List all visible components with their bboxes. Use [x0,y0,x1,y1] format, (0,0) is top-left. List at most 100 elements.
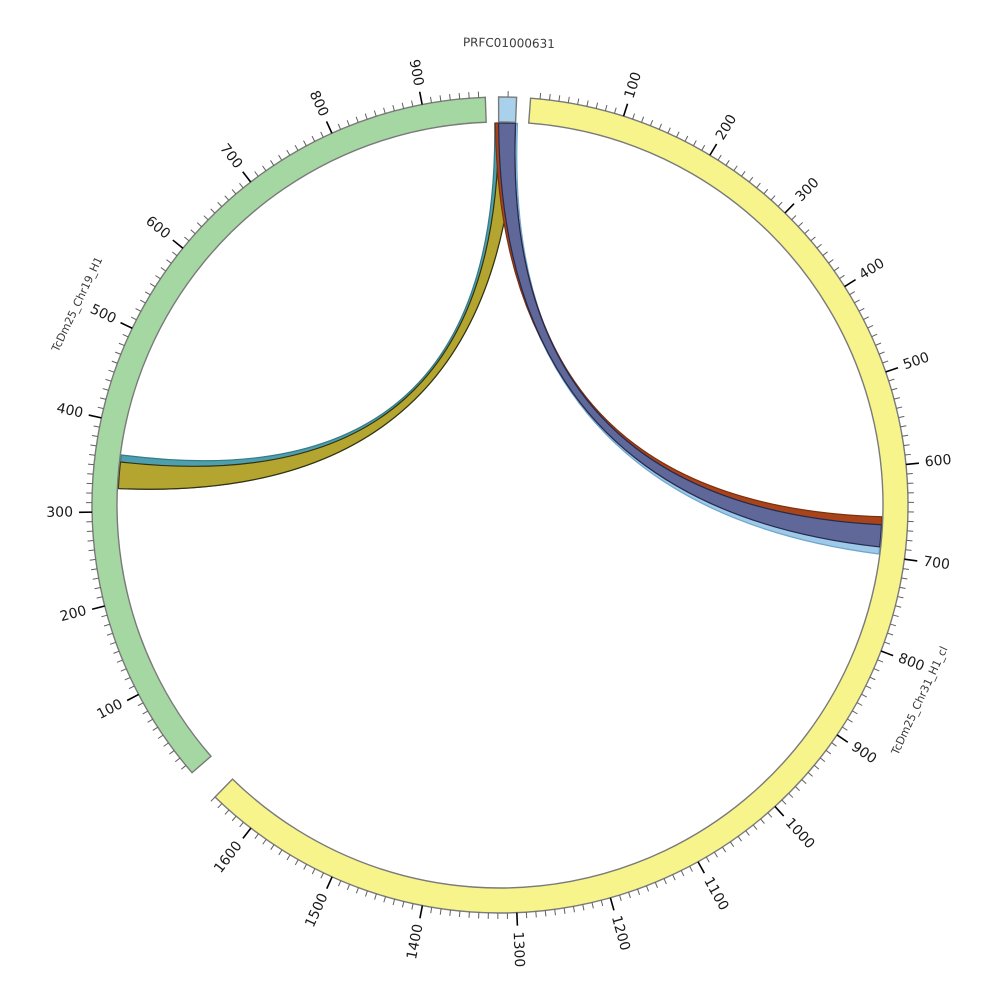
minor-tick-tcdm25-chr31-h1-cl [875,342,882,346]
minor-tick-tcdm25-chr31-h1-cl [887,632,894,636]
minor-tick-tcdm25-chr31-h1-cl [544,910,547,917]
minor-tick-tcdm25-chr19-h1 [87,540,94,542]
minor-tick-tcdm25-chr31-h1-cl [810,236,816,242]
minor-tick-tcdm25-chr31-h1-cl [725,160,730,166]
minor-tick-tcdm25-chr31-h1-cl [863,316,869,321]
minor-tick-tcdm25-chr31-h1-cl [828,259,834,264]
minor-tick-tcdm25-chr31-h1-cl [632,113,636,120]
minor-tick-tcdm25-chr19-h1 [144,291,151,296]
major-tick-tcdm25-chr31-h1-cl [242,827,252,839]
minor-tick-tcdm25-chr31-h1-cl [572,906,575,913]
major-tick-tcdm25-chr31-h1-cl [905,462,919,466]
minor-tick-tcdm25-chr19-h1 [270,160,275,166]
minor-tick-tcdm25-chr31-h1-cl [582,904,585,911]
major-tick-tcdm25-chr31-h1-cl [419,905,424,919]
minor-tick-tcdm25-chr31-h1-cl [217,803,223,809]
minor-tick-tcdm25-chr19-h1 [91,434,98,437]
minor-tick-tcdm25-chr19-h1 [111,360,118,364]
minor-tick-tcdm25-chr31-h1-cl [767,812,773,818]
minor-tick-tcdm25-chr31-h1-cl [902,568,910,571]
minor-tick-tcdm25-chr31-h1-cl [449,909,452,917]
minor-tick-tcdm25-chr31-h1-cl [905,549,912,551]
minor-tick-tcdm25-chr31-h1-cl [600,900,604,907]
minor-tick-tcdm25-chr19-h1 [99,397,107,400]
minor-tick-tcdm25-chr31-h1-cl [692,140,697,147]
minor-tick-tcdm25-chr31-h1-cl [645,885,650,892]
minor-tick-tcdm25-chr31-h1-cl [748,176,754,183]
minor-tick-tcdm25-chr19-h1 [113,650,120,654]
minor-tick-tcdm25-chr19-h1 [102,388,109,391]
major-tick-tcdm25-chr19-h1 [91,605,105,610]
minor-tick-tcdm25-chr31-h1-cl [878,351,885,355]
minor-tick-tcdm25-chr31-h1-cl [539,92,542,100]
tick-label-tcdm25-chr31-h1-cl-1600: 1600 [211,838,245,876]
minor-tick-tcdm25-chr19-h1 [140,299,146,304]
minor-tick-tcdm25-chr31-h1-cl [804,229,810,234]
ticks-layer: 100 200 300 400 500 600 700 800 900 1000 1100 1200 1… [46,58,952,968]
tick-label-tcdm25-chr19-h1-300: 300 [46,504,73,520]
major-tick-tcdm25-chr31-h1-cl [326,876,333,890]
minor-tick-tcdm25-chr31-h1-cl [904,453,911,456]
major-tick-tcdm25-chr31-h1-cl [609,897,615,911]
minor-tick-tcdm25-chr31-h1-cl [898,415,905,419]
minor-tick-tcdm25-chr31-h1-cl [763,188,769,195]
link-prfc-to-chr19 [117,122,517,490]
minor-tick-tcdm25-chr19-h1 [373,110,377,117]
minor-tick-tcdm25-chr31-h1-cl [854,299,860,304]
minor-tick-tcdm25-chr19-h1 [458,92,461,100]
tick-label-tcdm25-chr19-h1-700: 700 [216,141,245,172]
minor-tick-tcdm25-chr31-h1-cl [254,833,259,839]
minor-tick-tcdm25-chr19-h1 [180,765,187,770]
minor-tick-tcdm25-chr31-h1-cl [847,718,853,723]
minor-tick-tcdm25-chr31-h1-cl [896,406,903,409]
tick-label-tcdm25-chr31-h1-cl-200: 200 [713,112,740,143]
minor-tick-tcdm25-chr31-h1-cl [842,726,848,731]
minor-tick-tcdm25-chr19-h1 [120,668,127,672]
minor-tick-tcdm25-chr31-h1-cl [654,882,659,889]
major-tick-tcdm25-chr31-h1-cl [516,912,519,926]
minor-tick-tcdm25-chr19-h1 [105,378,112,382]
minor-tick-tcdm25-chr31-h1-cl [788,792,794,798]
minor-tick-tcdm25-chr31-h1-cl [891,387,898,391]
minor-tick-tcdm25-chr19-h1 [103,623,110,627]
minor-tick-tcdm25-chr31-h1-cl [890,623,897,627]
minor-tick-tcdm25-chr31-h1-cl [311,868,316,875]
minor-tick-tcdm25-chr19-h1 [149,283,156,288]
minor-tick-tcdm25-chr31-h1-cl [760,818,765,824]
minor-tick-tcdm25-chr19-h1 [190,229,196,235]
minor-tick-tcdm25-chr31-h1-cl [877,659,884,663]
minor-tick-tcdm25-chr19-h1 [109,641,116,645]
minor-tick-tcdm25-chr19-h1 [411,100,414,107]
minor-tick-tcdm25-chr19-h1 [401,102,405,109]
minor-tick-tcdm25-chr31-h1-cl [680,870,685,877]
minor-tick-tcdm25-chr31-h1-cl [637,888,641,895]
minor-tick-tcdm25-chr31-h1-cl [892,614,899,618]
minor-tick-tcdm25-chr31-h1-cl [899,586,906,589]
minor-tick-tcdm25-chr31-h1-cl [567,96,570,103]
minor-tick-tcdm25-chr31-h1-cl [873,668,880,672]
tick-label-tcdm25-chr19-h1-900: 900 [406,58,427,87]
minor-tick-tcdm25-chr19-h1 [217,201,223,207]
minor-tick-tcdm25-chr19-h1 [346,120,350,127]
link-prfc-to-chr31 [498,122,883,548]
major-tick-tcdm25-chr31-h1-cl [622,103,629,117]
tick-label-tcdm25-chr31-h1-cl-800: 800 [896,650,927,675]
minor-tick-tcdm25-chr31-h1-cl [684,135,689,142]
minor-tick-tcdm25-chr19-h1 [320,131,324,138]
major-tick-tcdm25-chr31-h1-cl [836,734,849,743]
minor-tick-tcdm25-chr31-h1-cl [797,222,803,227]
minor-tick-tcdm25-chr31-h1-cl [604,104,608,111]
minor-tick-tcdm25-chr19-h1 [97,406,104,410]
minor-tick-tcdm25-chr31-h1-cl [897,596,904,599]
major-tick-tcdm25-chr19-h1 [126,693,140,702]
minor-tick-tcdm25-chr19-h1 [429,96,432,103]
minor-tick-tcdm25-chr19-h1 [94,587,101,590]
minor-tick-tcdm25-chr31-h1-cl [822,251,828,256]
minor-tick-tcdm25-chr19-h1 [118,342,125,347]
minor-tick-tcdm25-chr19-h1 [106,632,113,636]
minor-tick-tcdm25-chr31-h1-cl [737,836,742,842]
minor-tick-tcdm25-chr19-h1 [163,742,169,747]
minor-tick-tcdm25-chr31-h1-cl [689,866,693,872]
minor-tick-tcdm25-chr31-h1-cl [781,799,787,805]
minor-tick-tcdm25-chr31-h1-cl [392,899,396,906]
